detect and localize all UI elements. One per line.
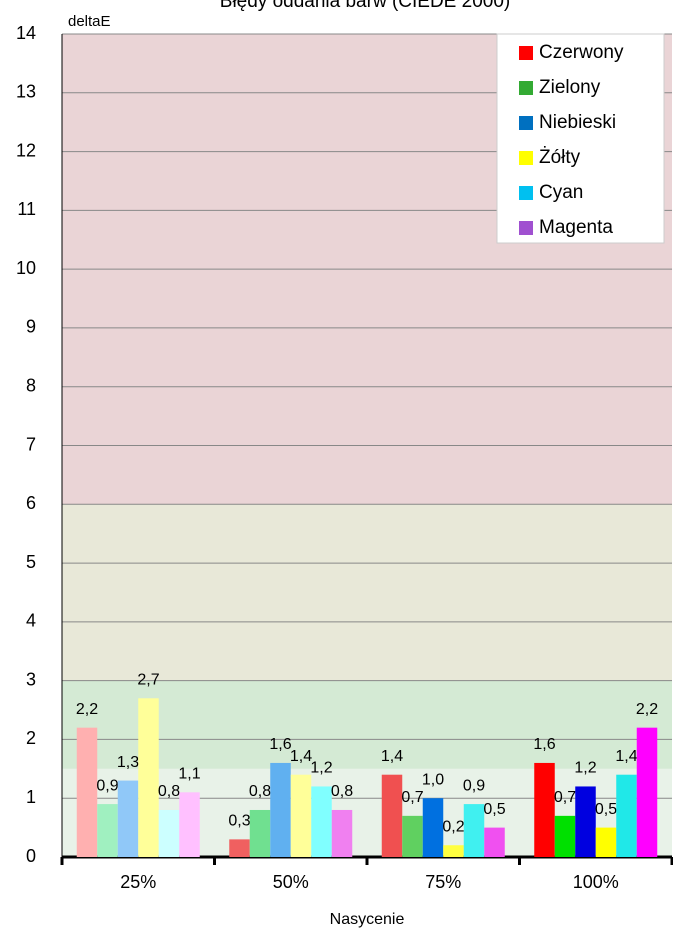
y-tick-label: 2 [26,728,36,748]
value-label: 2,2 [76,701,98,718]
value-label: 0,5 [595,801,617,818]
bar [229,839,250,857]
x-tick-label: 75% [425,872,461,892]
bar [117,780,139,857]
y-tick-label: 11 [17,199,36,219]
legend-swatch [519,186,533,200]
y-tick-label: 1 [26,787,36,807]
y-tick-label: 3 [26,669,36,689]
value-label: 1,6 [269,736,291,753]
value-label: 0,3 [228,813,250,830]
x-axis-label: Nasycenie [330,911,405,928]
legend-swatch [519,116,533,130]
value-label: 1,3 [117,754,139,771]
value-label: 0,9 [463,777,485,794]
legend-swatch [519,81,533,95]
legend-label: Cyan [539,182,583,203]
y-axis-label: deltaE [68,13,111,30]
bar [138,698,159,857]
legend-label: Magenta [539,217,613,238]
bar [76,727,98,857]
value-label: 1,4 [615,748,637,765]
value-label: 1,2 [310,760,332,777]
x-tick-label: 25% [120,872,156,892]
legend-label: Czerwony [539,42,624,63]
zone-band [62,504,672,681]
y-tick-label: 13 [16,82,36,102]
value-label: 0,8 [158,783,180,800]
bar [381,774,403,857]
value-label: 2,2 [636,701,658,718]
bar [595,827,617,857]
value-label: 0,8 [331,783,353,800]
bar [270,762,291,857]
legend-label: Zielony [539,77,601,98]
x-tick-label: 50% [273,872,309,892]
bar [636,727,658,857]
y-tick-label: 9 [26,317,36,337]
y-tick-label: 14 [16,23,36,43]
legend-label: Niebieski [539,112,616,133]
bar [402,815,423,857]
bar [158,809,180,857]
value-label: 1,4 [290,748,312,765]
value-label: 1,6 [533,736,555,753]
y-tick-label: 8 [26,375,36,395]
bar [290,774,312,857]
value-label: 0,8 [249,783,271,800]
value-label: 1,1 [178,766,200,783]
legend-label: Żółty [539,147,581,168]
value-label: 0,7 [554,789,576,806]
y-tick-label: 7 [26,434,36,454]
bar [443,845,464,857]
y-tick-label: 10 [16,258,36,278]
bar [311,786,332,857]
legend-box [496,33,665,244]
bar [463,804,485,857]
bar [554,815,576,857]
x-tick-label: 100% [573,872,619,892]
y-tick-label: 0 [26,846,36,866]
y-tick-label: 5 [26,552,36,572]
chart-title: Błędy oddania barw (CIEDE 2000) [220,0,510,12]
bar [534,762,555,857]
value-label: 0,2 [442,818,464,835]
bar [422,798,444,857]
bar [97,804,118,857]
y-tick-label: 4 [26,611,36,631]
bar [616,774,637,857]
value-label: 0,5 [483,801,505,818]
bar [331,809,353,857]
bar [249,809,271,857]
value-label: 1,4 [381,748,403,765]
legend-swatch [519,46,533,60]
value-label: 0,9 [96,777,118,794]
bar [575,786,596,857]
value-label: 1,0 [422,771,444,788]
value-label: 0,7 [401,789,423,806]
bar [179,792,200,857]
legend-swatch [519,151,533,165]
value-label: 1,2 [574,760,596,777]
zone-band [62,680,672,769]
legend-swatch [519,221,533,235]
bar [484,827,505,857]
y-tick-label: 12 [16,140,36,160]
y-tick-label: 6 [26,493,36,513]
value-label: 2,7 [137,671,159,688]
